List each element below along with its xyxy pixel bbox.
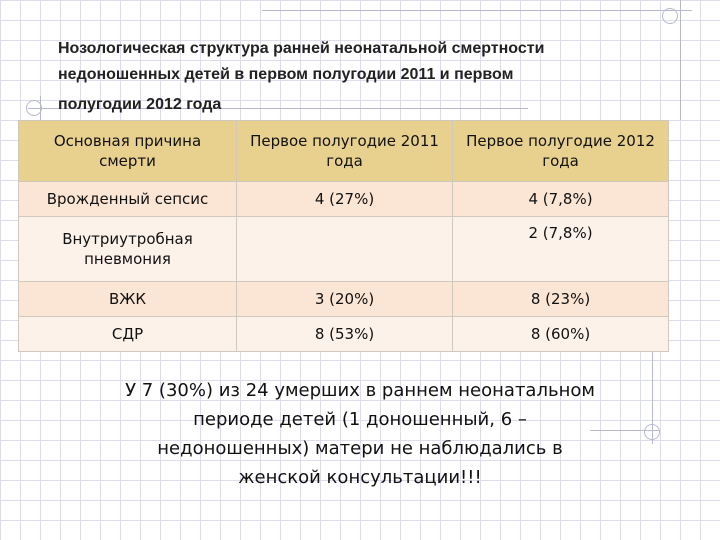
cell-cause: СДР bbox=[18, 316, 237, 352]
cell-cause: ВЖК bbox=[18, 281, 237, 317]
table-row: Врожденный сепсис 4 (27%) 4 (7,8%) bbox=[18, 181, 669, 217]
table-row: ВЖК 3 (20%) 8 (23%) bbox=[18, 281, 669, 317]
mortality-table: Основная причина смерти Первое полугодие… bbox=[18, 120, 669, 352]
decor-line-top-vertical bbox=[680, 0, 681, 120]
title-line-3: полугодии 2012 года bbox=[58, 96, 222, 113]
table-row: Внутриутробная пневмония 2 (7,8%) bbox=[18, 216, 669, 282]
decor-circle-right bbox=[644, 424, 660, 440]
table-row: СДР 8 (53%) 8 (60%) bbox=[18, 316, 669, 352]
note-line-1: У 7 (30%) из 24 умерших в раннем неоната… bbox=[125, 380, 595, 401]
cell-cause: Врожденный сепсис bbox=[18, 181, 237, 217]
title-line-2: недоношенных детей в первом полугодии 20… bbox=[58, 66, 514, 83]
decor-line-top-right bbox=[262, 10, 692, 11]
cell-2011: 4 (27%) bbox=[236, 181, 453, 217]
cell-cause: Внутриутробная пневмония bbox=[18, 216, 237, 282]
header-2011: Первое полугодие 2011 года bbox=[236, 120, 453, 182]
header-cause: Основная причина смерти bbox=[18, 120, 237, 182]
cell-2012: 4 (7,8%) bbox=[452, 181, 669, 217]
decor-line-left-horizontal bbox=[28, 108, 528, 109]
page-title: Нозологическая структура ранней неонатал… bbox=[58, 36, 658, 118]
table-header-row: Основная причина смерти Первое полугодие… bbox=[18, 120, 669, 182]
decor-circle-left bbox=[26, 100, 42, 116]
summary-note: У 7 (30%) из 24 умерших в раннем неоната… bbox=[60, 376, 660, 492]
cell-2012: 2 (7,8%) bbox=[452, 216, 669, 282]
title-line-1: Нозологическая структура ранней неонатал… bbox=[58, 40, 545, 57]
cell-2012: 8 (60%) bbox=[452, 316, 669, 352]
cell-2012: 8 (23%) bbox=[452, 281, 669, 317]
cell-2011: 8 (53%) bbox=[236, 316, 453, 352]
header-2012: Первое полугодие 2012 года bbox=[452, 120, 669, 182]
note-line-3: недоношенных) матери не наблюдались в bbox=[157, 438, 563, 459]
note-line-4: женской консультации!!! bbox=[238, 467, 482, 488]
note-line-2: периоде детей (1 доношенный, 6 – bbox=[193, 409, 527, 430]
decor-circle-top bbox=[662, 8, 678, 24]
decor-line-right-vertical bbox=[652, 344, 653, 444]
cell-2011 bbox=[236, 216, 453, 282]
decor-line-right-horizontal bbox=[590, 430, 660, 431]
cell-2011: 3 (20%) bbox=[236, 281, 453, 317]
